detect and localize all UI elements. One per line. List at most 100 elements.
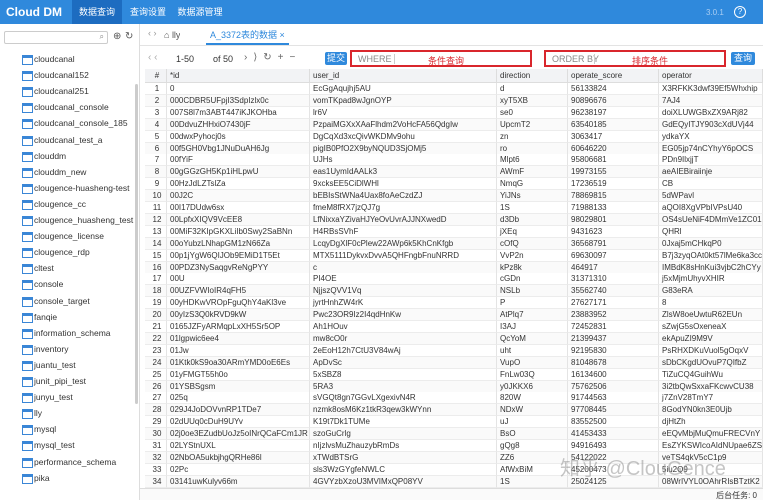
order-input[interactable]: ORDER BY 排序条件	[544, 50, 726, 67]
cell: gQg8	[497, 440, 568, 452]
scrollbar	[135, 84, 138, 404]
add-icon[interactable]: ⊕	[113, 31, 122, 42]
cell: ydkaYX	[659, 130, 763, 143]
row-number: 6	[145, 142, 167, 155]
cell: uht	[497, 344, 568, 357]
cell: nIjzlvsMuZhauzybRmDs	[310, 440, 497, 452]
search-input[interactable]: ⌕	[4, 31, 108, 44]
query-button[interactable]: 查询	[731, 52, 755, 65]
cell: nzmk8osM6Kz1tkR3qew3kWYnn	[310, 404, 497, 417]
row-number: 11	[145, 202, 167, 214]
cell: 01Jw	[167, 344, 310, 357]
cell: 97708445	[568, 404, 659, 417]
cell: sls3WzGYgfeNWLC	[310, 463, 497, 476]
tree-item[interactable]: information_schema	[0, 325, 136, 341]
toolbar-icons[interactable]: ›⟩↻+−	[244, 52, 302, 63]
column-header[interactable]: #	[145, 69, 167, 83]
cell: LfNixxaYZivaHJYeOvUvrAJJNXwedD	[310, 213, 497, 226]
column-header[interactable]: user_id	[310, 69, 497, 83]
row-number: 12	[145, 213, 167, 226]
row-number: 17	[145, 273, 167, 286]
tree-item[interactable]: console	[0, 276, 136, 292]
tree-item[interactable]: clouddm	[0, 148, 136, 164]
nav-tab[interactable]: 数据源管理	[177, 7, 223, 17]
row-number: 1	[145, 83, 167, 95]
cell: QcYoM	[497, 332, 568, 345]
cell: LcqyDgXlF0cPlew22AWp6k5KhCnKfgb	[310, 237, 497, 250]
column-header[interactable]: direction	[497, 69, 568, 83]
help-button[interactable]: ?	[734, 6, 746, 18]
submit-button[interactable]: 提交	[325, 52, 347, 65]
row-number: 30	[145, 428, 167, 441]
tree-item[interactable]: clougence-huasheng-test	[0, 180, 136, 196]
cell: xTWdBTSrG	[310, 451, 497, 464]
cell: 00U	[167, 273, 310, 286]
tree-item[interactable]: cloudcanal251	[0, 83, 136, 99]
nav-tab[interactable]: 查询设置	[129, 7, 166, 17]
cell: 23883952	[568, 309, 659, 322]
row-number: 29	[145, 416, 167, 429]
cell: I3AJ	[497, 321, 568, 333]
tree-item[interactable]: console_target	[0, 293, 136, 309]
row-number: 23	[145, 344, 167, 357]
cell: d	[497, 83, 568, 95]
column-header[interactable]: *id	[167, 69, 310, 83]
cell: X3RFKK3dwf39Ef5Whxhip	[659, 83, 763, 95]
tree-item[interactable]: juantu_test	[0, 357, 136, 373]
cell: AtPlq7	[497, 309, 568, 322]
cell: cOfQ	[497, 237, 568, 250]
tree-item[interactable]: clougence_license	[0, 228, 136, 244]
row-number: 3	[145, 106, 167, 119]
tree-item[interactable]: junyu_test	[0, 389, 136, 405]
nav-tab[interactable]: 数据查询	[72, 0, 122, 24]
cell: aeAIEBiraiinje	[659, 166, 763, 179]
row-number: 13	[145, 225, 167, 238]
cell: IMBdK8sHnKui3vjbC2hCYy	[659, 261, 763, 274]
row-number: 34	[145, 475, 167, 488]
tree-item[interactable]: cltest	[0, 260, 136, 276]
tree-item[interactable]: lly	[0, 405, 136, 421]
refresh-icon[interactable]: ↻	[125, 31, 134, 42]
cell: 54122022	[568, 451, 659, 464]
tab[interactable]: ⌂ lly	[164, 30, 181, 40]
where-hint: 条件查询	[428, 56, 465, 66]
version: 3.0.1	[706, 8, 724, 17]
tab-nav[interactable]: ‹ ›	[148, 28, 157, 38]
cell: 90896676	[568, 94, 659, 107]
tree-item[interactable]: clougence_cc	[0, 196, 136, 212]
tree-item[interactable]: clougence_rdp	[0, 244, 136, 260]
tree-item[interactable]: cloudcanal_console	[0, 99, 136, 115]
tree-item[interactable]: mysql	[0, 421, 136, 437]
column-header[interactable]: operator	[659, 69, 763, 83]
where-input[interactable]: WHERE 条件查询	[350, 50, 532, 67]
tree-item[interactable]: cloudcanal_console_185	[0, 115, 136, 131]
tree-item[interactable]: pika	[0, 470, 136, 486]
tree-item[interactable]: fanqie	[0, 309, 136, 325]
pager-prev[interactable]: ‹ ‹	[148, 52, 158, 63]
column-header[interactable]: operate_score	[568, 69, 659, 83]
cell: djHtZh	[659, 416, 763, 429]
tree-item[interactable]: inventory	[0, 341, 136, 357]
tree-item[interactable]: junit_pipi_test	[0, 373, 136, 389]
cell: 3063417	[568, 130, 659, 143]
cell: 0Jxaj5mCHkqP0	[659, 237, 763, 250]
cell: 00MiF32KIpGKXLiIb0Swy2SaBNn	[167, 225, 310, 238]
cell: 5RA3	[310, 380, 497, 393]
tree-item[interactable]: cloudcanal152	[0, 67, 136, 83]
cell: c	[310, 261, 497, 274]
tab-active[interactable]: A_3372表的数据 ×	[206, 28, 289, 45]
cell: 8GodYN0kn3E0Ujb	[659, 404, 763, 417]
cell: fmeM8fRX7jzQJ7g	[310, 202, 497, 214]
cell: 00I17DUdw6sx	[167, 202, 310, 214]
tree-item[interactable]: clougence_huasheng_test	[0, 212, 136, 228]
tree-item[interactable]: clouddm_new	[0, 164, 136, 180]
tree-item[interactable]: mysql_test	[0, 437, 136, 453]
cell: BsO	[497, 428, 568, 441]
cell: jXEq	[497, 225, 568, 238]
cell: 0	[167, 83, 310, 95]
tree-item[interactable]: performance_schema	[0, 454, 136, 470]
cell: ZZ6	[497, 451, 568, 464]
tree-item[interactable]: cloudcanal_test_a	[0, 132, 136, 148]
where-label: WHERE	[358, 54, 392, 64]
tree-item[interactable]: cloudcanal	[0, 51, 136, 67]
